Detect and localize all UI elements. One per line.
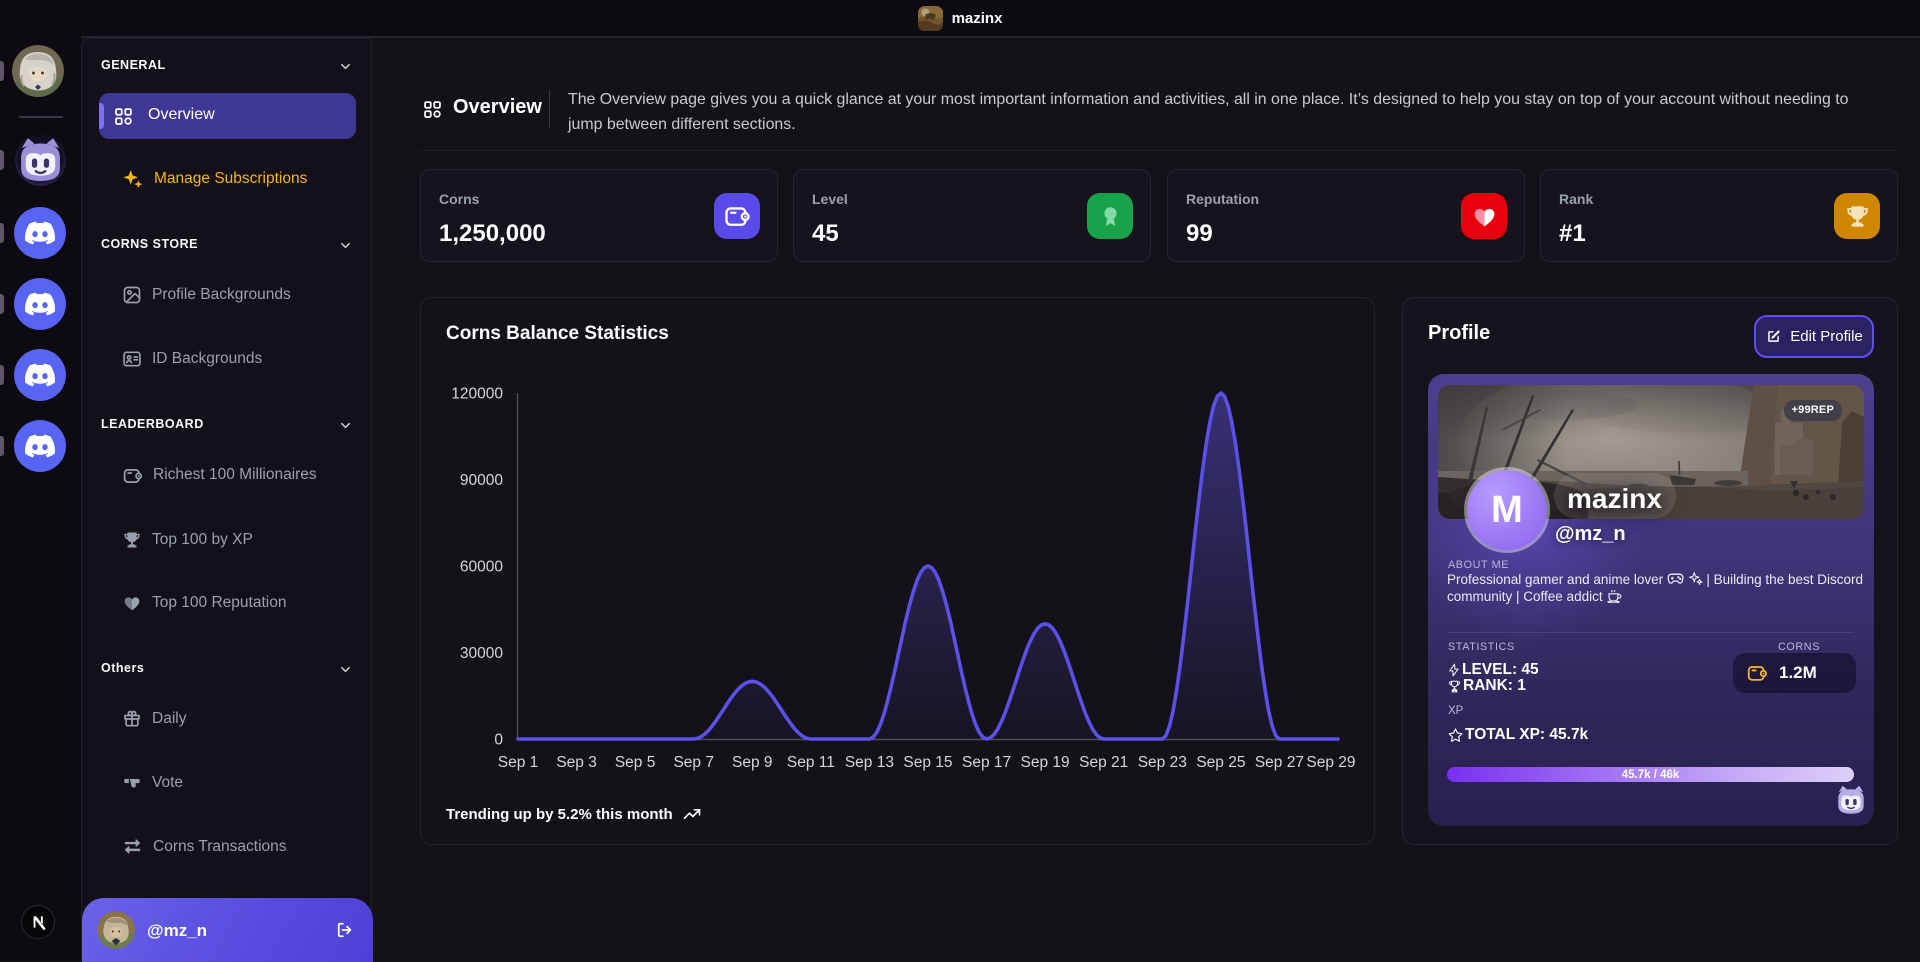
svg-text:Sep 1: Sep 1: [498, 754, 539, 771]
svg-text:Sep 27: Sep 27: [1255, 754, 1304, 771]
svg-text:Sep 15: Sep 15: [903, 754, 952, 771]
svg-text:120000: 120000: [451, 386, 503, 403]
svg-text:0: 0: [494, 732, 503, 749]
svg-text:Sep 17: Sep 17: [962, 754, 1011, 771]
svg-text:Sep 13: Sep 13: [845, 754, 894, 771]
svg-text:30000: 30000: [460, 645, 503, 662]
svg-text:Sep 25: Sep 25: [1196, 754, 1245, 771]
svg-text:Sep 5: Sep 5: [615, 754, 656, 771]
svg-text:Sep 29: Sep 29: [1306, 754, 1355, 771]
svg-text:Sep 3: Sep 3: [556, 754, 597, 771]
svg-text:60000: 60000: [460, 559, 503, 576]
svg-text:Sep 21: Sep 21: [1079, 754, 1128, 771]
svg-text:Sep 7: Sep 7: [673, 754, 714, 771]
svg-text:Sep 23: Sep 23: [1138, 754, 1187, 771]
svg-text:Sep 11: Sep 11: [787, 754, 835, 771]
svg-text:Sep 19: Sep 19: [1021, 754, 1070, 771]
svg-text:90000: 90000: [460, 472, 503, 489]
svg-text:Sep 9: Sep 9: [732, 754, 773, 771]
